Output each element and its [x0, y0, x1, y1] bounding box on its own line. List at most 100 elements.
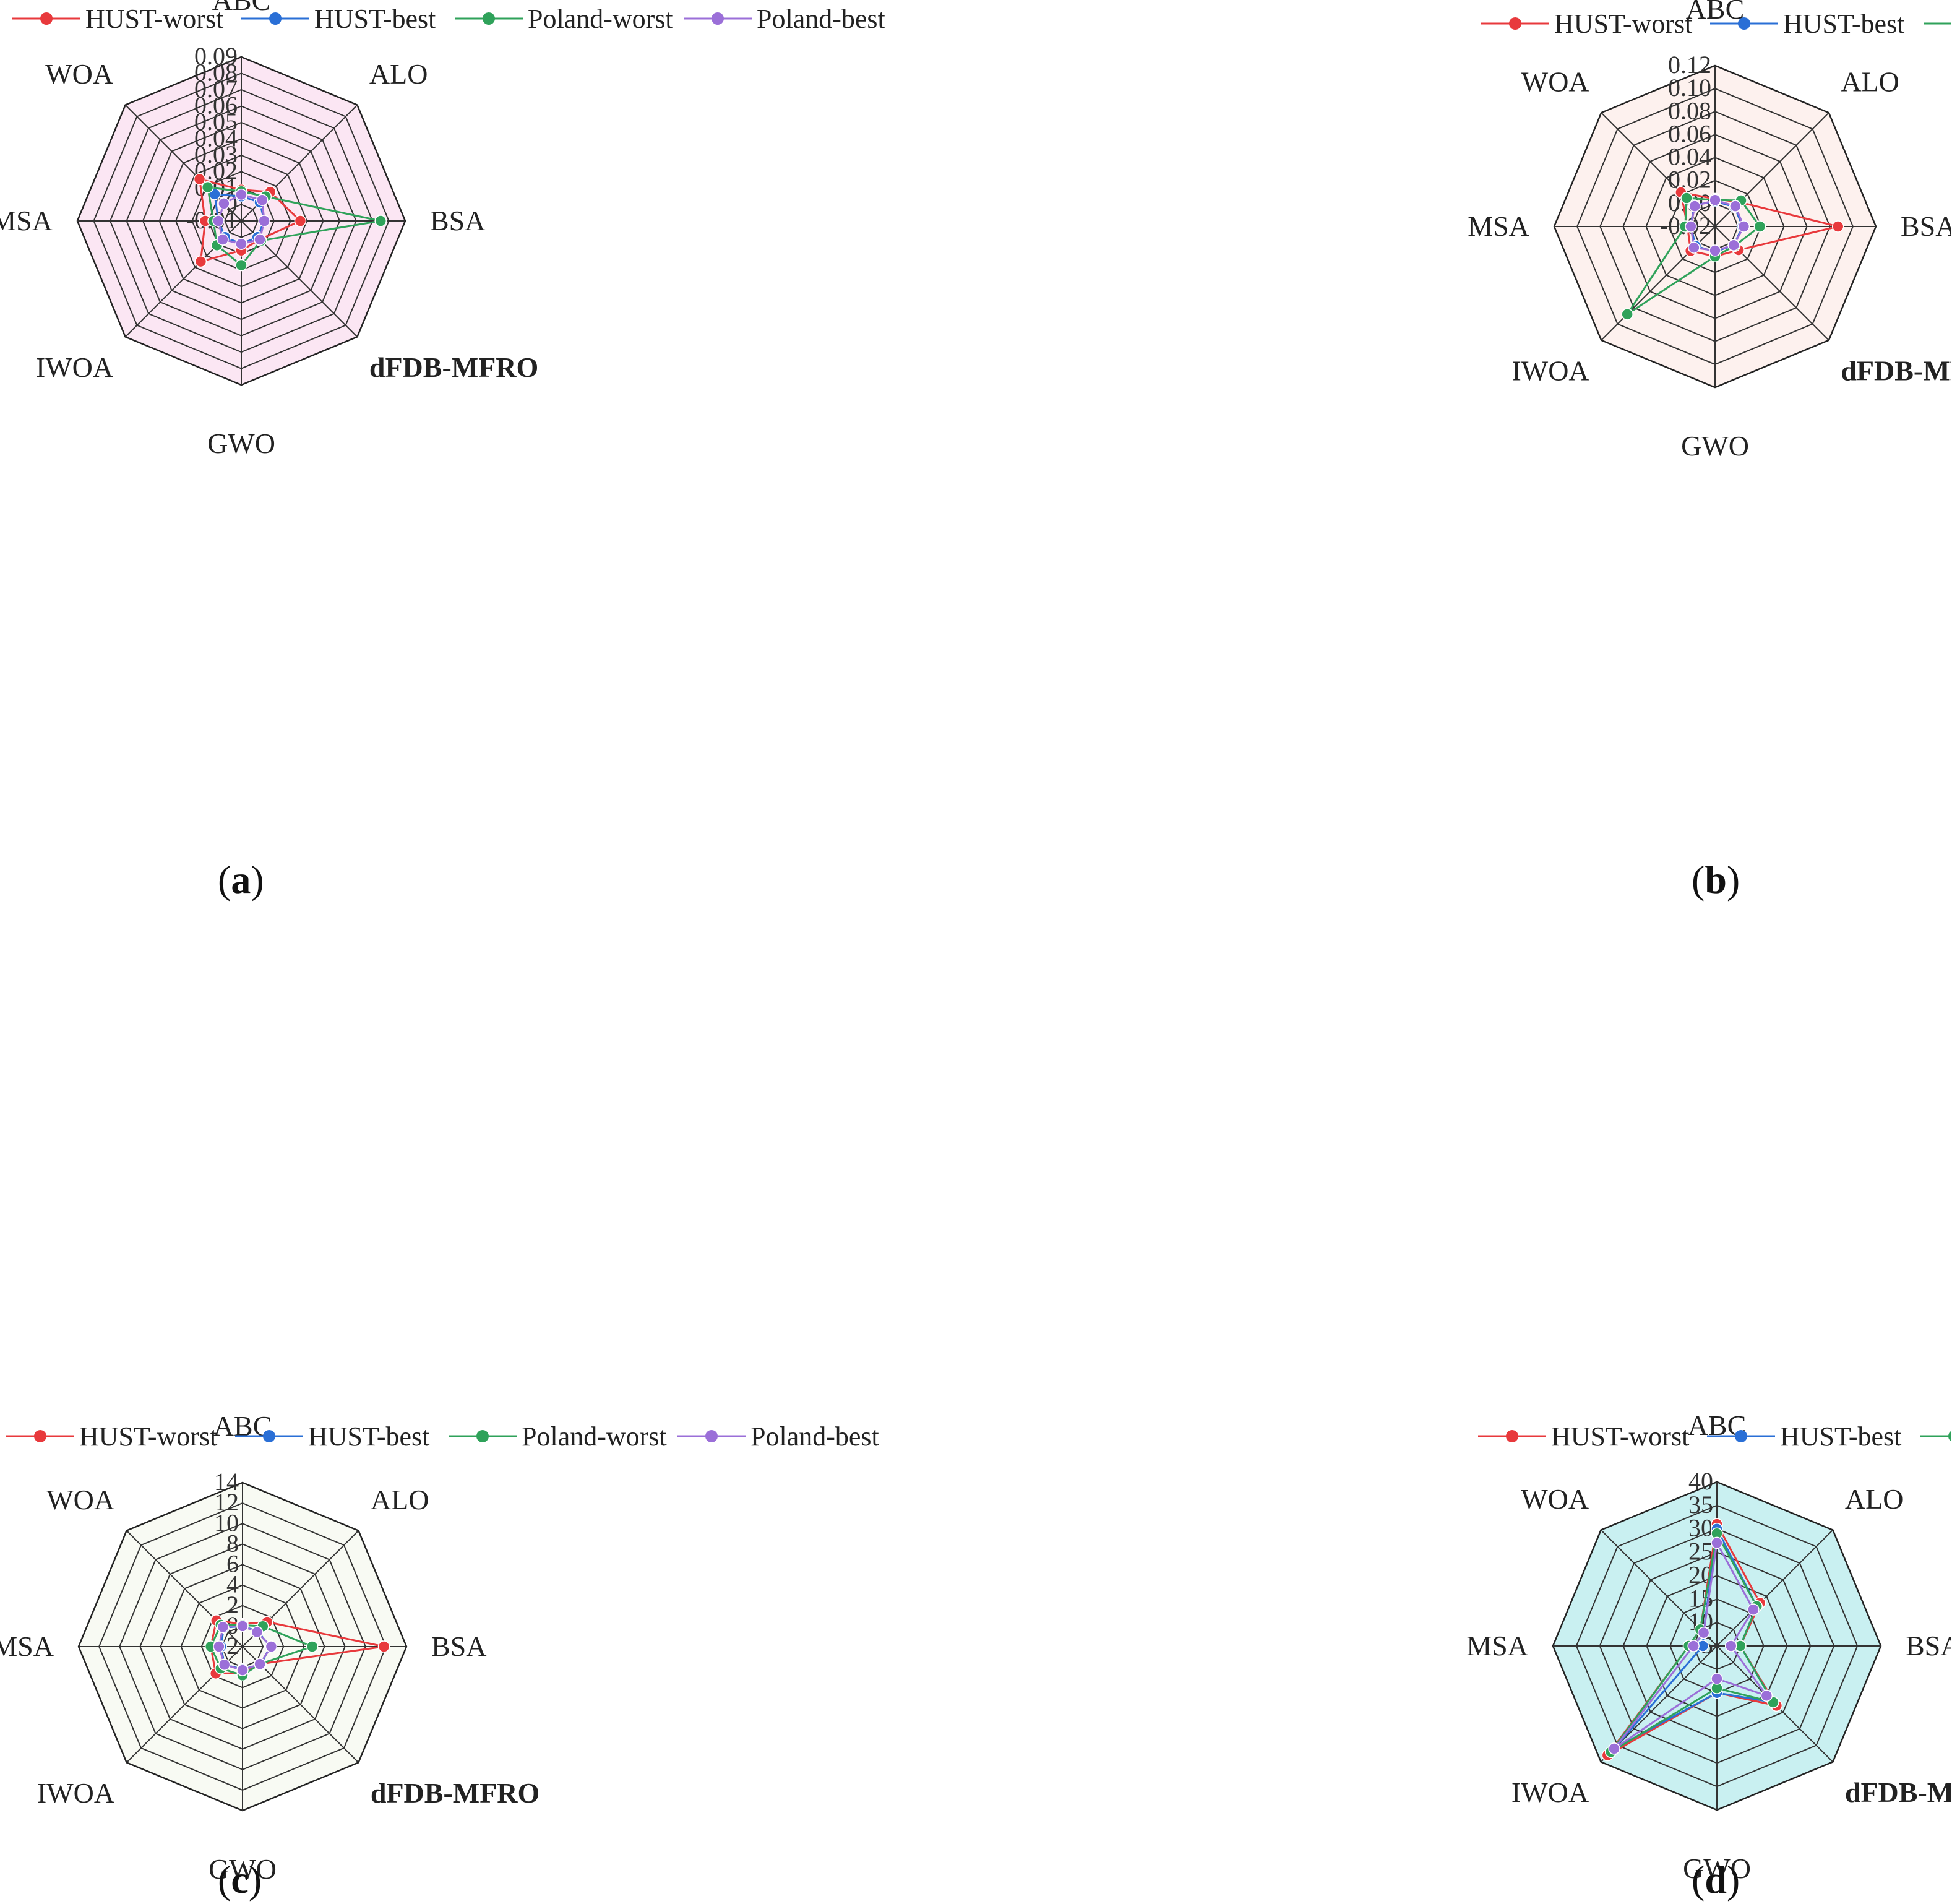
- legend-label-hust-best: HUST-best: [1780, 1421, 1901, 1452]
- axis-label-bsa: BSA: [1901, 210, 1951, 242]
- axis-label-iwoa: IWOA: [1511, 1777, 1589, 1808]
- data-point-poland-worst-woa: [1680, 192, 1693, 204]
- data-point-hust-worst-bsa: [377, 1640, 390, 1653]
- legend-marker-poland-worst: [483, 12, 495, 25]
- legend-label-hust-best: HUST-best: [314, 4, 436, 34]
- data-point-poland-best-msa: [1687, 1640, 1700, 1652]
- axis-label-msa: MSA: [0, 1630, 54, 1662]
- data-point-poland-best-gwo: [236, 1664, 249, 1676]
- tick-label: 2: [226, 1591, 239, 1619]
- data-point-poland-best-alo: [1729, 200, 1742, 212]
- axis-label-woa: WOA: [45, 58, 113, 90]
- axis-label-gwo: GWO: [209, 1853, 277, 1885]
- legend-label-hust-worst: HUST-worst: [1551, 1421, 1689, 1452]
- data-point-poland-best-woa: [218, 197, 230, 210]
- tick-label: 0.03: [194, 140, 238, 168]
- data-point-poland-best-bsa: [1737, 220, 1750, 233]
- data-point-poland-best-iwoa: [1688, 241, 1700, 254]
- legend-label-poland-best: Poland-best: [757, 4, 885, 34]
- legend-marker-poland-best: [712, 12, 724, 25]
- data-point-poland-best-woa: [1697, 1626, 1710, 1639]
- data-point-poland-best-bsa: [1724, 1640, 1737, 1652]
- data-point-poland-best-alo: [251, 1626, 264, 1639]
- legend-label-hust-worst: HUST-worst: [79, 1421, 217, 1452]
- radar-panel-b: -0.020.000.020.040.060.080.100.12ABCALOB…: [976, 0, 1951, 952]
- tick-label: 0.04: [1668, 143, 1711, 171]
- caption-d: (d): [1692, 1858, 1740, 1902]
- data-point-poland-best-dfdb-mfro: [254, 1658, 266, 1670]
- tick-label: 10: [214, 1509, 239, 1536]
- axis-label-gwo: GWO: [1683, 1853, 1751, 1884]
- caption-c: (c): [218, 1858, 262, 1902]
- axis-label-gwo: GWO: [1681, 430, 1749, 462]
- data-point-poland-best-gwo: [235, 238, 247, 250]
- data-point-poland-best-abc: [1711, 1536, 1723, 1549]
- axis-label-alo: ALO: [1841, 66, 1899, 98]
- radar-panel-c: -2 0 2 4 6 8 10 12 14 ABC ALO BSA dFDB-MFRO GWO IWOA MS…: [0, 952, 976, 1903]
- radar-chart-c: -202468101214ABCALOBSAdFDB-MFROGWOIWOAMS…: [0, 1410, 879, 1885]
- data-point-poland-best-iwoa: [217, 233, 229, 246]
- data-point-poland-worst-woa: [201, 181, 214, 194]
- tick-label: 0.02: [1668, 166, 1711, 194]
- tick-label: 0.07: [194, 75, 238, 103]
- data-point-poland-best-woa: [217, 1621, 230, 1634]
- tick-label: 0.10: [1668, 74, 1711, 101]
- tick-label: 0.05: [194, 108, 238, 136]
- tick-label: 6: [226, 1550, 239, 1578]
- data-point-hust-worst-iwoa: [194, 255, 207, 268]
- legend-marker-hust-worst: [34, 1430, 46, 1442]
- axis-label-dfdb-mfro: dFDB-MFRO: [1841, 355, 1951, 386]
- axis-label-bsa: BSA: [430, 205, 485, 236]
- axis-label-iwoa: IWOA: [37, 1777, 114, 1809]
- tick-label: 0.04: [194, 124, 238, 152]
- legend-label-hust-best: HUST-best: [308, 1421, 429, 1452]
- legend-marker-poland-best: [705, 1430, 718, 1442]
- data-point-poland-best-abc: [236, 1620, 249, 1632]
- legend-marker-hust-worst: [40, 12, 53, 25]
- tick-label: 4: [226, 1570, 239, 1598]
- legend-label-poland-best: Poland-best: [750, 1421, 879, 1452]
- axis-label-alo: ALO: [369, 58, 428, 90]
- legend-marker-hust-worst: [1506, 1430, 1518, 1442]
- axis-label-gwo: GWO: [207, 428, 275, 459]
- axis-spoke-alo: [1716, 1529, 1834, 1647]
- axis-label-iwoa: IWOA: [1511, 355, 1589, 386]
- legend-label-hust-worst: HUST-worst: [1554, 9, 1692, 39]
- caption-b: (b): [1692, 858, 1740, 902]
- caption-a: (a): [218, 858, 264, 902]
- axis-label-woa: WOA: [1521, 66, 1589, 98]
- tick-label: 8: [226, 1529, 239, 1557]
- data-point-poland-best-alo: [1747, 1603, 1760, 1616]
- data-point-poland-worst-bsa: [306, 1640, 319, 1653]
- data-point-poland-worst-bsa: [374, 215, 387, 227]
- legend-label-hust-worst: HUST-worst: [85, 4, 223, 34]
- data-point-hust-worst-bsa: [1831, 220, 1844, 233]
- tick-label: 14: [214, 1468, 239, 1496]
- data-point-poland-worst-gwo: [235, 259, 247, 272]
- data-point-poland-best-msa: [213, 1640, 225, 1653]
- tick-label: 0.12: [1668, 51, 1711, 79]
- axis-label-msa: MSA: [1468, 210, 1529, 242]
- data-point-poland-best-iwoa: [1608, 1742, 1620, 1755]
- data-point-poland-best-bsa: [258, 215, 270, 227]
- data-point-hust-worst-woa: [193, 173, 206, 186]
- axis-label-abc: ABC: [212, 0, 271, 16]
- tick-label: 12: [214, 1488, 239, 1516]
- axis-label-dfdb-mfro: dFDB-MFRO: [369, 351, 538, 383]
- data-point-poland-best-abc: [1709, 194, 1721, 207]
- legend-marker-hust-best: [1738, 17, 1750, 30]
- legend-label-poland-worst: Poland-worst: [522, 1421, 667, 1452]
- data-point-poland-best-bsa: [265, 1640, 278, 1653]
- tick-label: 35: [1688, 1491, 1713, 1518]
- legend-marker-poland-worst: [476, 1430, 489, 1442]
- axis-label-alo: ALO: [1845, 1483, 1904, 1515]
- tick-label: 25: [1688, 1538, 1713, 1566]
- axis-label-iwoa: IWOA: [36, 351, 113, 383]
- data-point-poland-best-iwoa: [218, 1658, 231, 1671]
- axis-label-msa: MSA: [0, 205, 53, 236]
- tick-label: 40: [1688, 1467, 1713, 1495]
- legend-marker-hust-best: [1735, 1430, 1747, 1442]
- radar-panel-d: 510152025303540ABCALOBSAdFDB-MFROGWOIWOA…: [976, 952, 1951, 1903]
- data-point-poland-best-gwo: [1711, 1673, 1723, 1685]
- axis-label-bsa: BSA: [431, 1630, 486, 1662]
